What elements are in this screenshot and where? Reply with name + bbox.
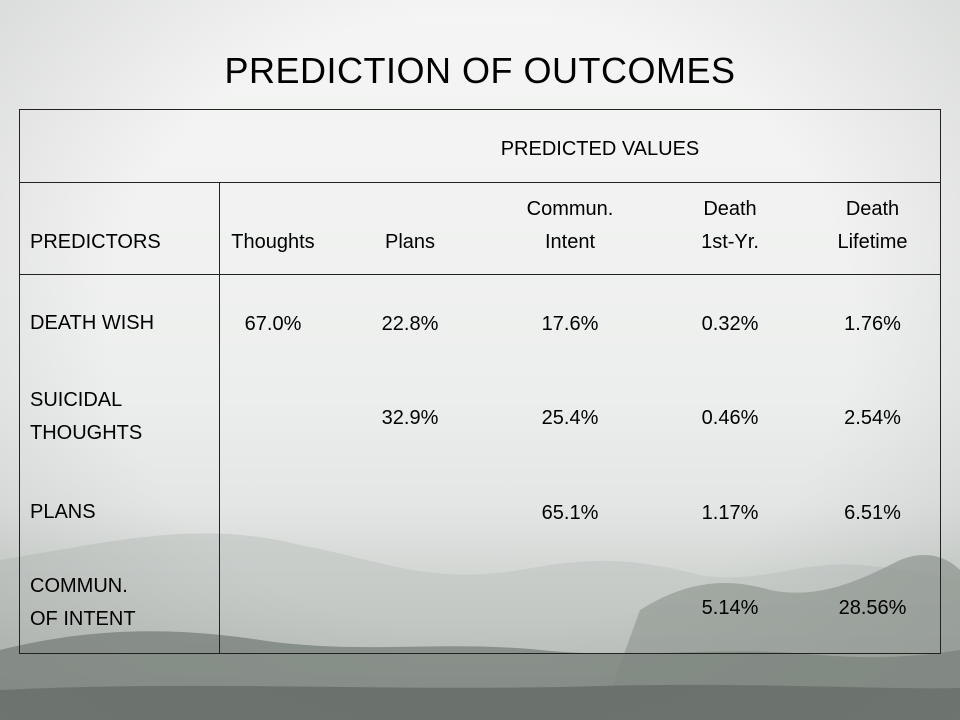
header-deathlife-line2: Lifetime bbox=[837, 231, 908, 253]
row-label: COMMUN. OF INTENT bbox=[30, 570, 136, 636]
header-thoughts: Thoughts bbox=[231, 231, 315, 253]
row-label-line1: COMMUN. bbox=[30, 575, 128, 597]
header-plans: Plans bbox=[384, 231, 436, 253]
cell-death-1st-yr: 0.46% bbox=[701, 407, 759, 429]
predicted-values-header: PREDICTED VALUES bbox=[500, 138, 700, 160]
cell-plans: 32.9% bbox=[381, 407, 439, 429]
header-death1-line1: Death bbox=[703, 198, 757, 220]
header-commun-intent: Commun. Intent bbox=[510, 193, 630, 259]
header-death-lifetime: Death Lifetime bbox=[820, 193, 925, 259]
cell-death-lifetime: 6.51% bbox=[844, 502, 901, 524]
predictor-column-divider bbox=[219, 182, 220, 654]
row-label: DEATH WISH bbox=[30, 312, 155, 334]
column-header-row: PREDICTORS Thoughts Plans Commun. Intent… bbox=[20, 182, 940, 275]
cell-death-1st-yr: 0.32% bbox=[701, 313, 759, 335]
header-predictors: PREDICTORS bbox=[30, 231, 161, 253]
row-label-line2: OF INTENT bbox=[30, 608, 136, 630]
header-commun-line1: Commun. bbox=[526, 198, 614, 220]
cell-commun: 25.4% bbox=[541, 407, 599, 429]
row-label: SUICIDAL THOUGHTS bbox=[30, 384, 142, 450]
cell-death-lifetime: 28.56% bbox=[838, 597, 907, 619]
cell-commun: 17.6% bbox=[541, 313, 599, 335]
header-death-1st-yr: Death 1st-Yr. bbox=[685, 193, 775, 259]
slide-title: PREDICTION OF OUTCOMES bbox=[224, 50, 736, 91]
row-label-line1: SUICIDAL bbox=[30, 389, 123, 411]
super-header-row: PREDICTED VALUES bbox=[20, 110, 940, 183]
cell-death-lifetime: 1.76% bbox=[844, 313, 901, 335]
header-deathlife-line1: Death bbox=[845, 198, 900, 220]
cell-commun: 65.1% bbox=[541, 502, 599, 524]
cell-death-lifetime: 2.54% bbox=[844, 407, 901, 429]
row-label: PLANS bbox=[30, 501, 96, 523]
cell-death-1st-yr: 5.14% bbox=[701, 597, 759, 619]
predictions-table: PREDICTED VALUES PREDICTORS Thoughts Pla… bbox=[19, 109, 941, 654]
header-death1-line2: 1st-Yr. bbox=[701, 231, 759, 253]
row-label-line2: THOUGHTS bbox=[30, 422, 143, 444]
cell-thoughts: 67.0% bbox=[244, 313, 302, 335]
cell-death-1st-yr: 1.17% bbox=[701, 502, 759, 524]
header-commun-line2: Intent bbox=[544, 231, 596, 253]
cell-plans: 22.8% bbox=[381, 313, 439, 335]
